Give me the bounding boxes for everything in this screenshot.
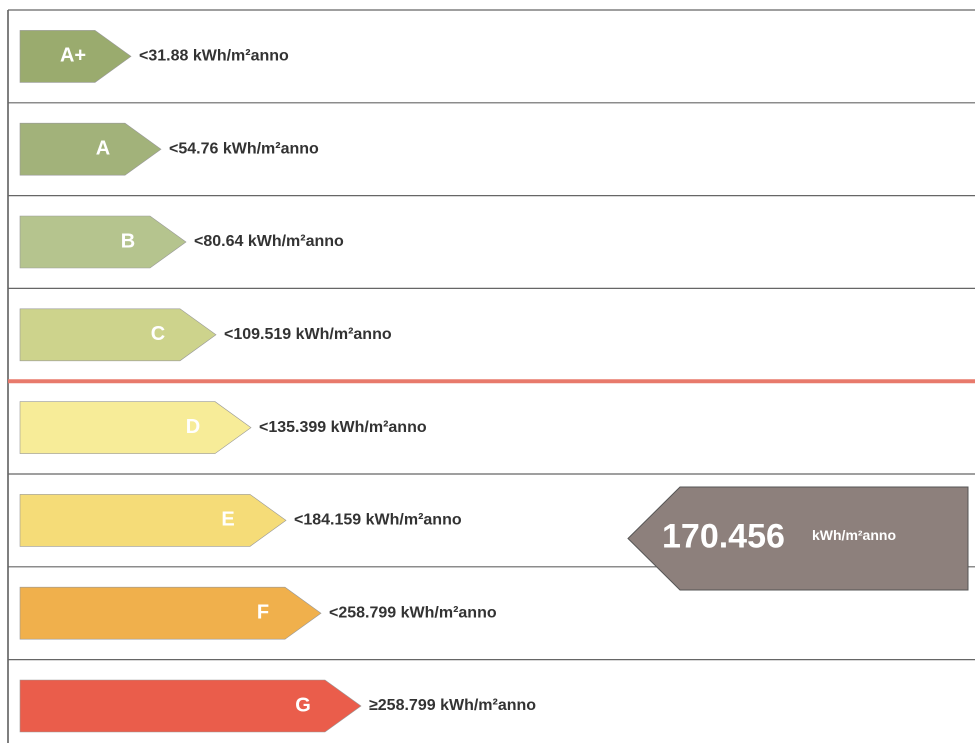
class-threshold: <80.64 kWh/m²anno <box>194 233 344 250</box>
class-label: C <box>151 323 165 345</box>
indicator-arrow <box>627 486 969 591</box>
class-threshold: <135.399 kWh/m²anno <box>259 419 427 436</box>
class-label: F <box>257 601 269 623</box>
class-arrow <box>19 122 162 176</box>
class-label: A+ <box>60 45 86 67</box>
class-arrow <box>19 494 287 547</box>
class-threshold: <31.88 kWh/m²anno <box>139 48 289 65</box>
class-label: D <box>186 416 200 438</box>
class-label: E <box>221 509 234 531</box>
class-threshold: <184.159 kWh/m²anno <box>294 512 462 529</box>
class-arrow <box>19 679 362 733</box>
class-arrow <box>19 215 187 269</box>
class-arrow <box>19 401 252 454</box>
class-threshold: <258.799 kWh/m²anno <box>329 604 497 621</box>
class-threshold: ≥258.799 kWh/m²anno <box>369 697 536 714</box>
indicator-value: 170.456 <box>662 517 785 555</box>
class-arrow <box>19 30 132 83</box>
class-arrow <box>19 586 322 640</box>
class-label: B <box>121 230 135 252</box>
indicator-unit: kWh/m²anno <box>812 527 896 543</box>
class-threshold: <109.519 kWh/m²anno <box>224 326 392 343</box>
class-threshold: <54.76 kWh/m²anno <box>169 140 319 157</box>
class-label: A <box>96 137 110 159</box>
class-arrow <box>19 308 217 362</box>
class-label: G <box>295 694 311 716</box>
